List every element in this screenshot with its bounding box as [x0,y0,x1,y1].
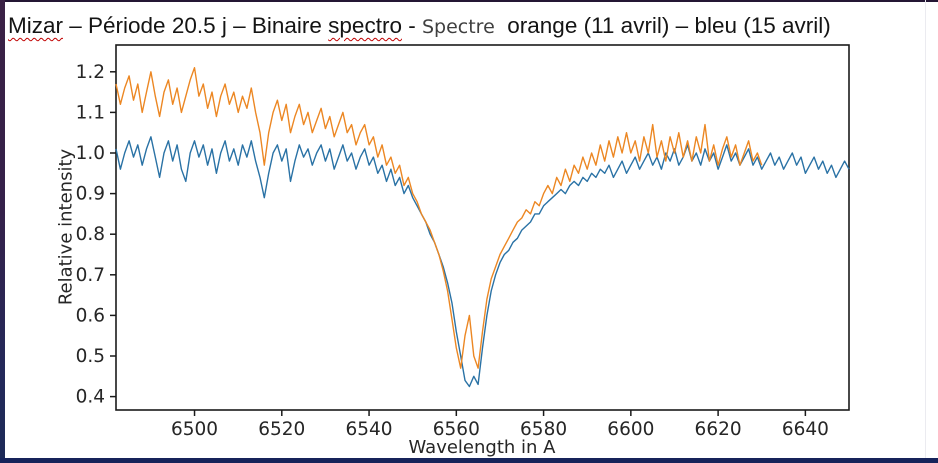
slide-title: Mizar – Période 20.5 j – Binaire spectro… [8,13,930,39]
axes-frame [115,44,850,411]
y-tick-label: 1.0 [76,143,105,164]
title-overlay-word-spectre: Spectre [421,16,495,38]
series-line-blue [115,136,850,388]
slide-right-edge-line [925,0,926,458]
y-tick-label: 0.8 [76,224,105,245]
y-tick-label: 1.2 [76,62,105,83]
x-axis-label: Wavelength in A [408,437,556,458]
title-word-spectro: spectro [328,13,402,38]
title-separator: - [401,13,422,38]
x-tick-label: 6600 [607,419,654,440]
series-line-orange [115,67,763,369]
x-tick-label: 6560 [433,419,480,440]
y-tick-label: 1.1 [76,102,105,123]
y-axis-label: Relative intensity [55,148,77,306]
y-tick-label: 0.4 [76,387,105,408]
x-tick-label: 6580 [520,419,567,440]
slide-top-border [0,0,938,2]
title-mid-text: – Période 20.5 j – Binaire [63,13,329,38]
x-tick-label: 6640 [782,419,829,440]
y-tick-label: 0.5 [76,346,105,367]
title-word-mizar: Mizar [8,13,63,38]
slide-bottom-border [0,458,938,463]
y-tick-label: 0.7 [76,265,105,286]
y-tick-label: 0.6 [76,305,105,326]
x-tick-label: 6520 [258,419,305,440]
x-tick-label: 6500 [171,419,218,440]
x-tick-label: 6620 [695,419,742,440]
x-tick-label: 6540 [346,419,393,440]
slide-left-border [0,0,5,463]
y-tick-label: 0.9 [76,184,105,205]
title-tail-text: orange (11 avril) – bleu (15 avril) [494,13,831,38]
